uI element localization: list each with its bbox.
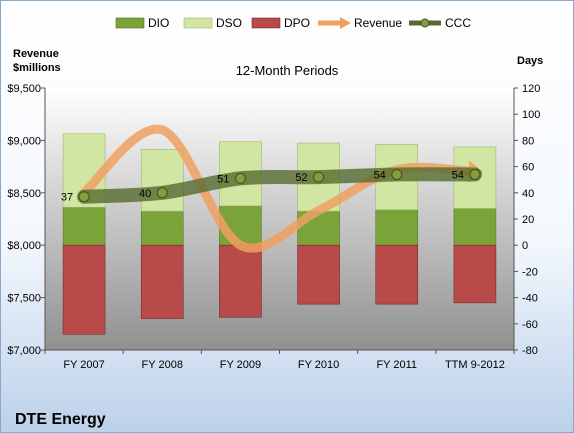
y-right-tick-label: 20 bbox=[522, 214, 534, 226]
bar-dso bbox=[140, 149, 184, 212]
y-right-tick-label: 100 bbox=[522, 109, 540, 121]
y-left-tick-label: $9,000 bbox=[7, 135, 41, 147]
x-tick-label: TTM 9-2012 bbox=[445, 359, 505, 371]
bar-dio bbox=[453, 208, 497, 246]
y-right-tick-label: 40 bbox=[522, 188, 534, 200]
ccc-data-label: 40 bbox=[139, 188, 151, 200]
bar-dpo bbox=[219, 244, 262, 318]
bar-dpo bbox=[297, 244, 340, 305]
axes: $7,000 $7,500 $8,000 $8,500 $9,000 $9,500 -80 -… bbox=[7, 83, 540, 371]
legend-marker-ccc bbox=[420, 18, 430, 28]
legend-arrow-revenue bbox=[340, 17, 351, 29]
ccc-marker bbox=[469, 168, 481, 180]
lines: 37 40 51 52 54 54 bbox=[61, 124, 483, 253]
y-left-tick-label: $9,500 bbox=[7, 83, 41, 95]
y-right-tick-label: 60 bbox=[522, 162, 534, 174]
legend-label-revenue: Revenue bbox=[354, 16, 402, 30]
ccc-marker bbox=[391, 168, 403, 180]
ccc-marker bbox=[78, 191, 90, 203]
y-left-tick-label: $8,000 bbox=[7, 240, 41, 252]
y-right-tick-label: -20 bbox=[522, 266, 538, 278]
ccc-data-label: 54 bbox=[452, 169, 464, 181]
y-left-tick-label: $8,500 bbox=[7, 188, 41, 200]
ccc-data-label: 37 bbox=[61, 192, 73, 204]
legend: DIO DSO DPO Revenue CCC bbox=[115, 16, 471, 30]
y-right-tick-label: -40 bbox=[522, 293, 538, 305]
bar-dio bbox=[375, 209, 419, 246]
y-left-tick-label: $7,000 bbox=[7, 345, 41, 357]
y-left-label-line1: Revenue bbox=[13, 48, 59, 60]
legend-swatch-dpo bbox=[251, 17, 281, 29]
ccc-line bbox=[77, 167, 482, 204]
y-left-label-line2: $millions bbox=[13, 62, 61, 74]
y-right-tick-label: -80 bbox=[522, 345, 538, 357]
bar-dpo bbox=[62, 244, 106, 335]
x-tick-label: FY 2011 bbox=[376, 359, 417, 371]
y-right-tick-label: -60 bbox=[522, 319, 538, 331]
ccc-marker bbox=[313, 171, 325, 183]
bar-dio bbox=[62, 206, 106, 246]
y-right-label: Days bbox=[517, 55, 543, 67]
bar-dpo bbox=[375, 244, 419, 305]
plot-area bbox=[45, 88, 514, 350]
ccc-data-label: 51 bbox=[217, 173, 229, 185]
ccc-marker bbox=[234, 172, 246, 184]
y-right-tick-label: 120 bbox=[522, 83, 540, 95]
y-left-tick-label: $7,500 bbox=[7, 293, 41, 305]
chart-title: 12-Month Periods bbox=[236, 63, 339, 78]
legend-label-dpo: DPO bbox=[284, 16, 310, 30]
x-tick-label: FY 2007 bbox=[63, 359, 104, 371]
legend-swatch-dso bbox=[183, 17, 213, 29]
legend-label-dio: DIO bbox=[148, 16, 169, 30]
x-tick-label: FY 2008 bbox=[142, 359, 183, 371]
bar-dio bbox=[140, 210, 184, 246]
bar-dpo bbox=[140, 244, 184, 319]
legend-label-ccc: CCC bbox=[445, 16, 471, 30]
y-right-tick-label: 0 bbox=[522, 240, 528, 252]
ccc-data-label: 54 bbox=[374, 169, 386, 181]
x-tick-label: FY 2009 bbox=[220, 359, 261, 371]
x-tick-label: FY 2010 bbox=[298, 359, 339, 371]
ccc-marker bbox=[156, 187, 168, 199]
bar-dpo bbox=[453, 244, 497, 304]
y-right-tick-label: 80 bbox=[522, 135, 534, 147]
legend-label-dso: DSO bbox=[216, 16, 242, 30]
company-name: DTE Energy bbox=[15, 411, 106, 428]
ccc-data-label: 52 bbox=[295, 172, 307, 184]
legend-swatch-dio bbox=[115, 17, 145, 29]
